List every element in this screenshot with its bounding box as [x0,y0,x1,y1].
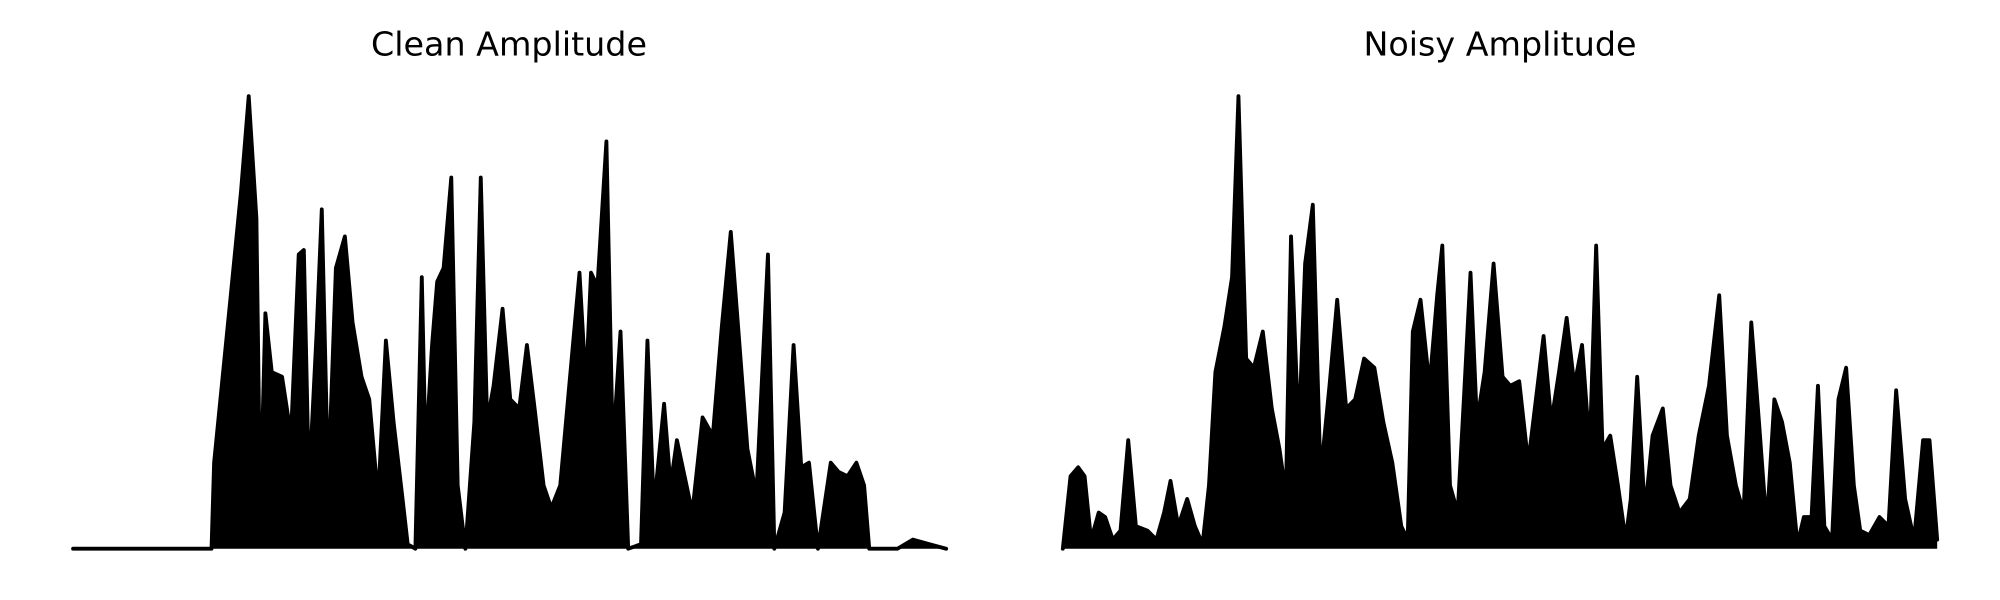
amplitude-line [1060,94,1940,551]
area-fill [73,96,947,549]
area-fill [1062,96,1938,549]
chart-title: Noisy Amplitude [1363,25,1636,64]
chart-title: Clean Amplitude [371,25,647,64]
amplitude-line [71,94,949,551]
